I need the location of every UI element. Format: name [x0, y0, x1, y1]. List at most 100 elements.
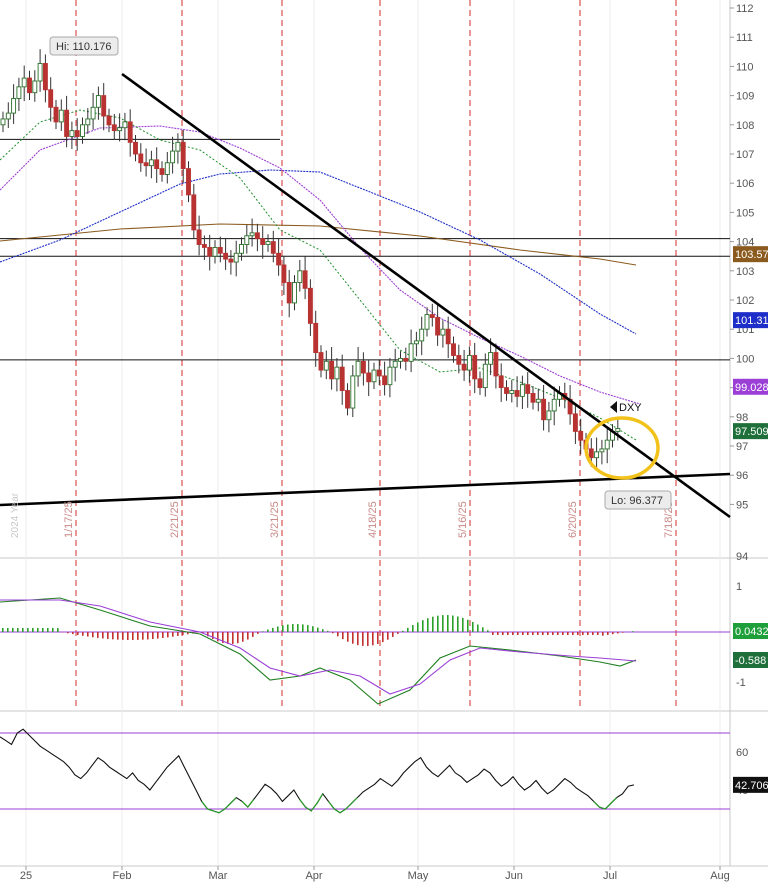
- macd-histogram-bar: [517, 632, 519, 635]
- candle-body: [261, 239, 265, 245]
- macd-histogram-bar: [52, 628, 54, 632]
- macd-histogram-bar: [337, 632, 339, 636]
- candle-body: [372, 370, 376, 382]
- price-tick-label: 97: [736, 441, 748, 453]
- time-tick-label: Apr: [305, 870, 322, 882]
- candle-body: [579, 431, 583, 440]
- high-callout-label: Hi: 110.176: [56, 41, 111, 53]
- macd-badge-label: -0.588: [735, 655, 766, 667]
- macd-histogram-bar: [167, 632, 169, 637]
- macd-histogram-bar: [72, 632, 74, 634]
- macd-histogram-bar: [377, 632, 379, 644]
- price-tick-label: 98: [736, 412, 748, 424]
- candle-body: [510, 391, 514, 394]
- macd-line: [0, 598, 636, 704]
- symbol-flag-arrow: [610, 401, 617, 413]
- macd-signal-line: [0, 600, 636, 694]
- time-tick-label: 25: [20, 870, 32, 882]
- candle-body: [388, 367, 392, 385]
- rsi-oversold-segment: [346, 803, 352, 809]
- price-badge-label: 103.57: [735, 249, 768, 261]
- candle-body: [197, 230, 201, 245]
- macd-histogram-bar: [142, 632, 144, 640]
- candle-body: [420, 329, 424, 341]
- macd-histogram-bar: [182, 632, 184, 635]
- candle-body: [436, 318, 440, 336]
- candle-body: [38, 63, 42, 81]
- candle-body: [467, 355, 471, 370]
- macd-histogram-bar: [447, 615, 449, 632]
- macd-histogram-bar: [607, 632, 609, 635]
- candle-body: [505, 388, 509, 394]
- candle-body: [277, 253, 281, 265]
- downtrend-line: [122, 74, 730, 517]
- macd-histogram-bar: [547, 632, 549, 635]
- macd-histogram-bar: [497, 632, 499, 635]
- candle-body: [192, 195, 196, 230]
- candle-body: [452, 344, 456, 356]
- macd-histogram-bar: [87, 632, 89, 637]
- macd-histogram-bar: [632, 631, 634, 632]
- macd-histogram-bar: [157, 632, 159, 639]
- rsi-oversold-segment: [300, 800, 306, 808]
- price-badge-label: 101.31: [735, 315, 768, 327]
- candle-body: [478, 379, 482, 388]
- rsi-oversold-segment: [611, 798, 617, 804]
- time-tick-label: Jul: [603, 870, 617, 882]
- rsi-oversold-segment: [340, 809, 346, 813]
- macd-histogram-bar: [147, 632, 149, 639]
- macd-histogram-bar: [472, 622, 474, 632]
- candle-body: [165, 163, 169, 175]
- time-tick-label: Mar: [209, 870, 228, 882]
- macd-histogram-bar: [277, 626, 279, 632]
- candle-body: [160, 169, 164, 175]
- macd-histogram-bar: [132, 632, 134, 640]
- candle-body: [218, 247, 222, 253]
- macd-tick-label: -1: [736, 677, 746, 689]
- candle-body: [224, 253, 228, 259]
- macd-histogram-bar: [602, 632, 604, 636]
- price-tick-label: 94: [736, 551, 748, 563]
- macd-histogram-bar: [412, 625, 414, 632]
- candle-body: [208, 247, 212, 256]
- price-tick-label: 109: [736, 91, 754, 103]
- candle-body: [393, 361, 397, 367]
- candle-body: [266, 242, 270, 245]
- macd-histogram-bar: [122, 632, 124, 640]
- rsi-oversold-segment: [219, 809, 225, 813]
- candle-body: [483, 364, 487, 387]
- candle-body: [377, 370, 381, 376]
- macd-histogram-bar: [527, 632, 529, 635]
- candle-body: [351, 376, 355, 408]
- macd-histogram-bar: [37, 628, 39, 632]
- macd-histogram-bar: [567, 632, 569, 635]
- macd-histogram-bar: [587, 632, 589, 635]
- macd-histogram-bar: [12, 628, 14, 632]
- macd-histogram-bar: [487, 630, 489, 632]
- macd-histogram-bar: [577, 632, 579, 635]
- rsi-oversold-segment: [352, 798, 358, 804]
- candle-body: [43, 63, 47, 89]
- macd-histogram-bar: [237, 632, 239, 643]
- candle-body: [346, 391, 350, 409]
- price-tick-label: 108: [736, 120, 754, 132]
- macd-histogram-bar: [247, 632, 249, 640]
- macd-histogram-bar: [552, 632, 554, 635]
- time-tick-label: Aug: [710, 870, 730, 882]
- macd-histogram-bar: [617, 632, 619, 633]
- macd-histogram-bar: [252, 632, 254, 637]
- candle-body: [361, 361, 365, 373]
- candle-body: [12, 99, 16, 114]
- macd-histogram-bar: [407, 628, 409, 632]
- macd-histogram-bar: [537, 632, 539, 635]
- candle-body: [383, 376, 387, 385]
- rsi-badge-label: 42.706: [735, 780, 768, 792]
- candle-body: [245, 236, 249, 245]
- candle-body: [181, 142, 185, 168]
- candle-body: [462, 364, 466, 370]
- macd-histogram-bar: [232, 632, 234, 644]
- candle-body: [240, 245, 244, 254]
- macd-histogram-bar: [427, 618, 429, 632]
- macd-histogram-bar: [347, 632, 349, 642]
